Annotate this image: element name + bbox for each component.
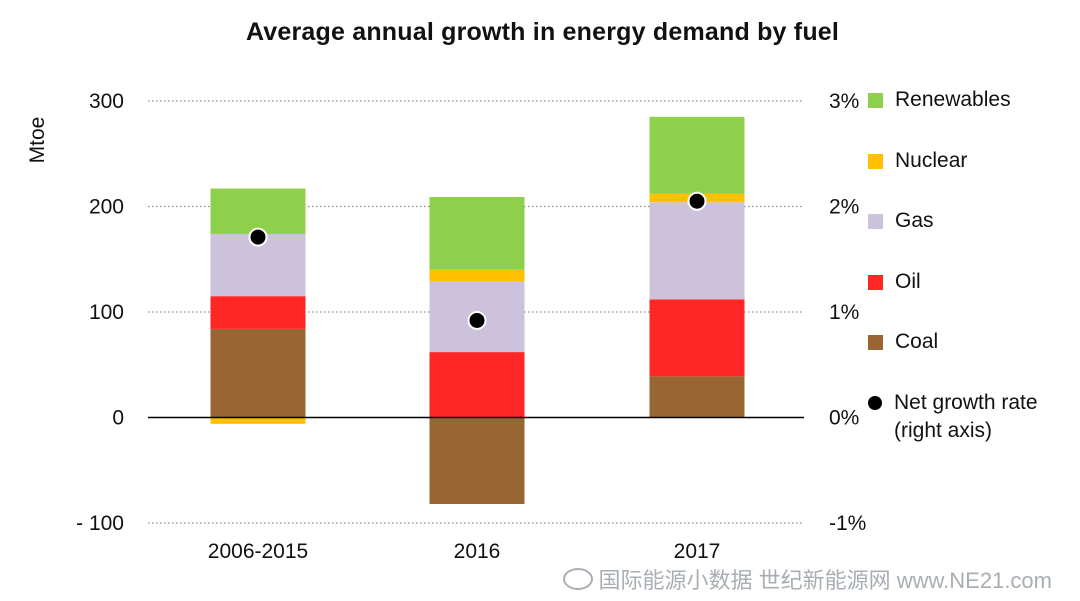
x-tick-label: 2016 [454, 540, 501, 563]
legend-item: Gas [868, 207, 934, 235]
legend-item: Net growth rate (right axis) [868, 389, 1038, 445]
y-tick-label: 200 [89, 196, 124, 219]
bar-segment-nuclear [210, 417, 306, 424]
y-tick-labels: 300 200 100 0 - 100 [76, 90, 124, 535]
y2-tick-label: -1% [829, 512, 866, 535]
net-growth-point [248, 227, 268, 247]
watermark-text: 国际能源小数据 世纪新能源网 www.NE21.com [598, 568, 1053, 593]
legend-item: Nuclear [868, 147, 967, 175]
watermark: 国际能源小数据 世纪新能源网 www.NE21.com [562, 563, 1053, 595]
legend-swatch [868, 154, 883, 169]
net-growth-point [687, 191, 707, 211]
bars [210, 116, 745, 505]
wechat-icon [562, 568, 593, 590]
bar-segment-oil [429, 352, 525, 418]
bar-segment-oil [649, 299, 745, 377]
legend-item: Renewables [868, 86, 1011, 114]
y-tick-label: 0 [112, 407, 124, 430]
y2-tick-label: 3% [829, 90, 859, 113]
legend-label: Net growth rate (right axis) [894, 391, 1038, 442]
y-tick-label: - 100 [76, 512, 124, 535]
legend-swatch [868, 275, 883, 290]
legend-swatch [868, 335, 883, 350]
legend-label: Gas [895, 209, 934, 232]
bar-segment-coal [429, 417, 525, 505]
y-tick-label: 100 [89, 301, 124, 324]
legend-item: Oil [868, 268, 921, 296]
legend-swatch [868, 93, 883, 108]
bar-segment-gas [649, 202, 745, 300]
bar-segment-coal [210, 328, 306, 418]
bar-segment-renewables [429, 197, 525, 270]
y2-tick-labels: 3% 2% 1% 0% -1% [829, 90, 866, 535]
legend-item: Coal [868, 328, 938, 356]
x-tick-labels: 2006-2015 2016 2017 [208, 540, 721, 563]
legend-label: Coal [895, 330, 939, 353]
y-tick-label: 300 [89, 90, 124, 113]
legend-swatch [868, 214, 883, 229]
legend-dot-marker [868, 396, 882, 410]
bar-segment-renewables [210, 188, 306, 234]
y2-tick-label: 1% [829, 301, 859, 324]
bar-segment-coal [649, 376, 745, 418]
bar-segment-nuclear [429, 269, 525, 282]
net-growth-point [467, 310, 487, 330]
y2-tick-label: 2% [829, 196, 859, 219]
legend-label: Nuclear [895, 149, 968, 172]
legend-label: Oil [895, 270, 921, 293]
legend-label: Renewables [895, 88, 1011, 111]
x-tick-label: 2017 [674, 540, 721, 563]
bar-segment-renewables [649, 116, 745, 194]
x-tick-label: 2006-2015 [208, 540, 308, 563]
bar-segment-oil [210, 296, 306, 329]
net-growth-points [248, 191, 707, 330]
y2-tick-label: 0% [829, 407, 859, 430]
chart-title: Average annual growth in energy demand b… [245, 18, 840, 46]
